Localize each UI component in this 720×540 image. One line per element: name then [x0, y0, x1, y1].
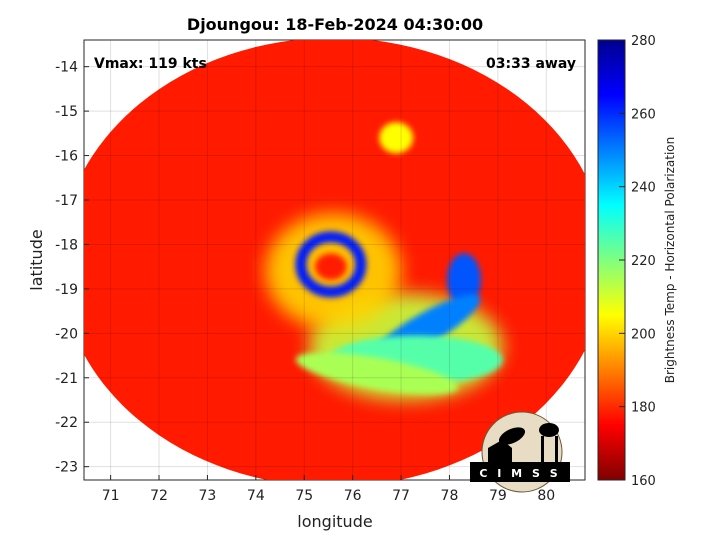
colorbar-ticks: 160 180 200 220 240 260 280 — [619, 34, 656, 489]
y-tick-label: -17 — [55, 193, 78, 209]
y-tick-label: -23 — [55, 460, 78, 476]
logo-text: C I M S S — [479, 467, 560, 480]
x-tick-label: 79 — [489, 488, 507, 504]
x-tick-label: 76 — [344, 488, 362, 504]
grid — [84, 40, 585, 480]
x-tick-label: 78 — [441, 488, 459, 504]
colorbar-tick-label: 160 — [631, 474, 656, 489]
colorbar-tick-label: 260 — [631, 107, 656, 122]
eye — [314, 253, 347, 280]
colorbar-tick-label: 200 — [631, 327, 656, 342]
x-tick-label: 72 — [150, 488, 168, 504]
x-tick-label: 71 — [102, 488, 120, 504]
brightness-swath — [84, 40, 585, 480]
y-tick-label: -14 — [55, 60, 78, 76]
feature-north-cells — [379, 122, 414, 154]
feature-rainband-east — [447, 253, 481, 307]
cimss-logo: C I M S S — [470, 411, 570, 493]
time-away-annotation: 03:33 away — [486, 56, 576, 72]
y-tick-label: -20 — [55, 326, 78, 342]
y-tick-label: -15 — [55, 104, 78, 120]
y-tick-label: -16 — [55, 149, 78, 165]
colorbar: 160 180 200 220 240 260 280 Brightness Temp - … — [597, 34, 677, 489]
x-tick-label: 80 — [537, 488, 555, 504]
y-tick-label: -19 — [55, 282, 78, 298]
colorbar-tick-label: 240 — [631, 181, 656, 196]
x-axis-label: longitude — [297, 512, 372, 531]
y-axis-label: latitude — [27, 229, 46, 290]
storm-features — [265, 122, 503, 400]
colorbar-tick-label: 280 — [631, 34, 656, 49]
colorbar-tick-label: 180 — [631, 401, 656, 416]
eyewall — [295, 231, 367, 298]
x-tick-label: 73 — [199, 488, 217, 504]
chart-title: Djoungou: 18-Feb-2024 04:30:00 — [187, 15, 483, 34]
y-tick-label: -18 — [55, 237, 78, 253]
y-tick-label: -21 — [55, 371, 78, 387]
y-tick-label: -22 — [55, 415, 78, 431]
vmax-annotation: Vmax: 119 kts — [94, 56, 207, 72]
x-tick-label: 74 — [247, 488, 265, 504]
colorbar-tick-label: 220 — [631, 254, 656, 269]
colorbar-label: Brightness Temp - Horizontal Polarizatio… — [663, 137, 677, 384]
y-axis: -14 -15 -16 -17 -18 -19 -20 -21 -22 -23 — [55, 60, 89, 476]
x-tick-label: 75 — [295, 488, 313, 504]
x-axis: 71 72 73 74 75 76 77 78 79 80 — [102, 475, 555, 504]
feature-outer-band-sw — [295, 352, 458, 395]
x-tick-label: 77 — [392, 488, 410, 504]
